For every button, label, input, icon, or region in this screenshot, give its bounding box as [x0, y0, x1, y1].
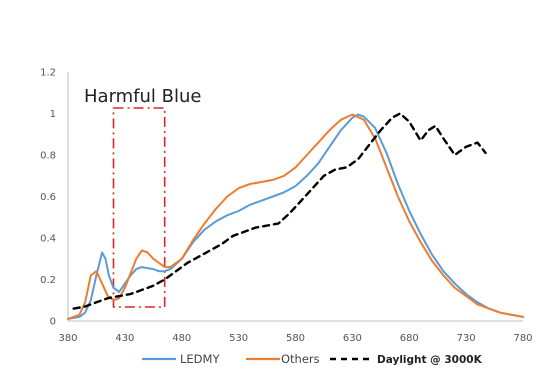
x-tick-label: 480: [172, 333, 191, 344]
legend-label-2: Daylight @ 3000K: [377, 354, 483, 366]
x-tick-label: 780: [513, 333, 532, 344]
x-tick-label: 430: [115, 333, 134, 344]
x-tick-label: 530: [229, 333, 248, 344]
y-tick-label: 0.2: [40, 275, 56, 286]
series-lines: [67, 112, 524, 320]
y-tick-label: 0: [50, 317, 56, 328]
x-tick-label: 380: [58, 333, 77, 344]
x-tick-label: 630: [343, 333, 362, 344]
x-tick-label: 730: [457, 333, 476, 344]
y-tick-label: 1.2: [40, 68, 56, 79]
y-tick-label: 0.6: [40, 192, 56, 203]
y-tick-label: 0.8: [40, 151, 56, 162]
series-line-0: [67, 113, 524, 320]
x-tick-labels: 380 430 480 530 580 630 680 730 780: [58, 333, 532, 344]
legend-label-1: Others: [281, 352, 320, 366]
series-line-1: [67, 113, 524, 320]
harmful-blue-annotation: Harmful Blue: [84, 86, 201, 107]
legend-label-0: LEDMY: [180, 352, 220, 366]
y-tick-label: 0.4: [40, 234, 56, 245]
harmful-blue-highlight-box: [112, 107, 166, 308]
legend: LEDMY Others Daylight @ 3000K: [142, 352, 483, 366]
x-tick-label: 580: [286, 333, 305, 344]
y-tick-labels: 0 0.2 0.4 0.6 0.8 1 1.2: [40, 68, 56, 328]
x-tick-label: 680: [400, 333, 419, 344]
plot-area: Harmful Blue 0 0.2 0.4 0.6 0.8 1 1.2 380 430 480…: [40, 68, 532, 345]
series-line-2: [72, 112, 487, 310]
y-tick-label: 1: [50, 109, 56, 120]
